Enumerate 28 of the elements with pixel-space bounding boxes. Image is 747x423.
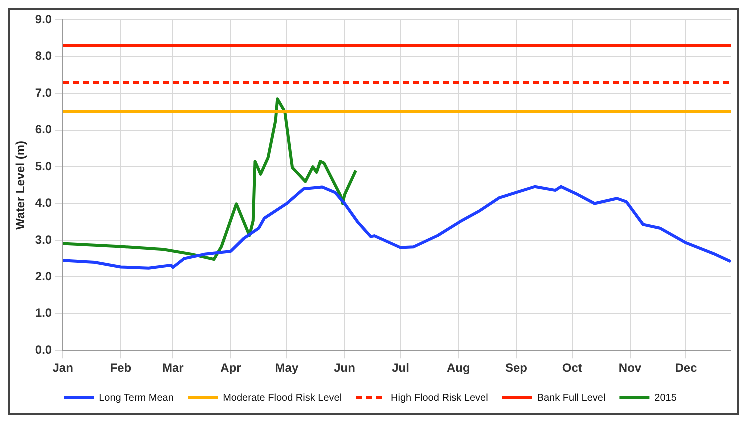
x-tick-label: Sep: [505, 361, 528, 376]
x-tick-label: Jul: [392, 361, 410, 376]
y-tick-label: 4.0: [35, 196, 52, 210]
x-tick-label: Jun: [334, 361, 356, 376]
x-tick-label: Feb: [110, 361, 132, 376]
y-tick-label: 9.0: [35, 12, 52, 27]
legend-label: Long Term Mean: [99, 392, 174, 404]
x-tick-label: Oct: [562, 361, 582, 376]
legend-label: High Flood Risk Level: [391, 392, 488, 404]
x-tick-label: Nov: [618, 361, 642, 376]
x-tick-label: Jan: [52, 361, 74, 376]
y-tick-label: 2.0: [35, 269, 52, 284]
y-axis-title: Water Level (m): [14, 140, 28, 230]
x-tick-label: Mar: [162, 361, 184, 376]
y-tick-label: 0.0: [35, 342, 52, 357]
y-tick-label: 6.0: [35, 122, 52, 137]
y-tick-label: 5.0: [35, 159, 52, 174]
y-tick-label: 1.0: [35, 306, 52, 320]
y-tick-label: 7.0: [35, 86, 52, 100]
x-tick-label: Apr: [220, 361, 242, 376]
legend-label: Moderate Flood Risk Level: [223, 392, 342, 404]
y-tick-label: 8.0: [35, 49, 52, 64]
y-tick-label: 3.0: [35, 232, 52, 247]
x-tick-label: May: [275, 361, 299, 376]
legend-label: 2015: [654, 392, 678, 404]
legend-label: Bank Full Level: [537, 392, 606, 404]
x-tick-label: Aug: [446, 361, 470, 376]
x-tick-label: Dec: [675, 361, 698, 376]
